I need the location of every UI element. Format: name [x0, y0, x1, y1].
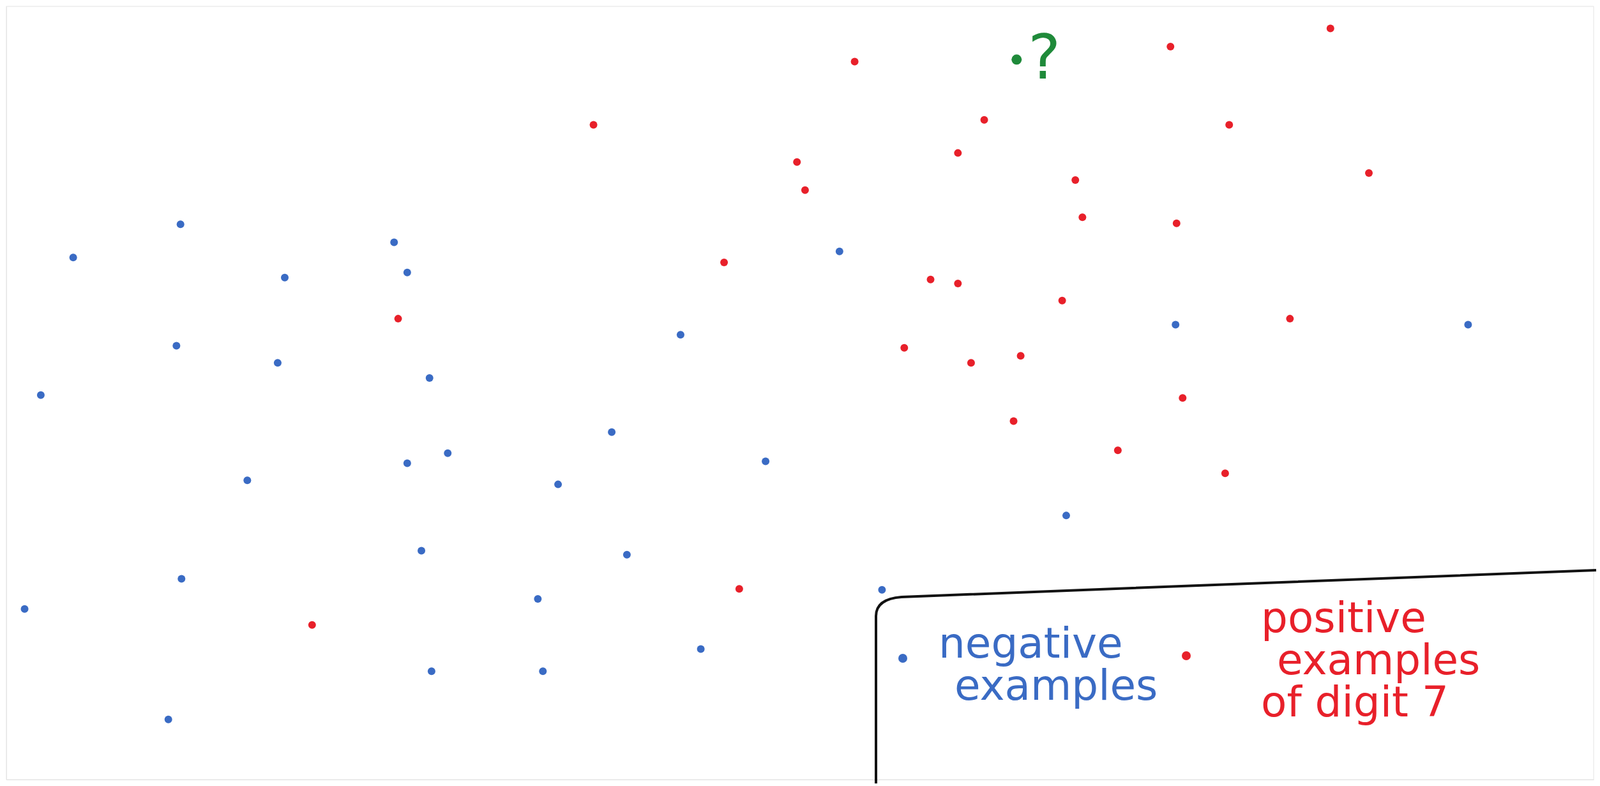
x-axis: [7, 779, 1595, 781]
point: [761, 457, 770, 465]
point: [953, 279, 962, 288]
points: [21, 24, 1473, 724]
point: [280, 273, 289, 282]
point: [900, 344, 908, 352]
legend-label: negativeexamples: [938, 618, 1158, 710]
point: [1010, 417, 1018, 426]
point: [1166, 42, 1175, 51]
point: [877, 586, 886, 594]
legend-label-line: examples: [954, 660, 1158, 710]
point: [37, 391, 45, 400]
point: [835, 247, 844, 256]
legend-marker: [898, 653, 908, 663]
point: [427, 667, 436, 675]
legend-label: positiveexamplesof digit 7: [1260, 593, 1480, 727]
point: [177, 574, 186, 583]
point: [243, 476, 251, 484]
point: [1172, 219, 1181, 228]
point: [1171, 321, 1180, 329]
axis-line: [6, 7, 8, 781]
axis-line: [7, 779, 1595, 781]
point: [1058, 296, 1067, 305]
point: [554, 480, 562, 489]
point: [676, 330, 685, 339]
legend-label-line: of digit 7: [1260, 677, 1449, 727]
point: [164, 715, 173, 724]
point: [967, 358, 975, 367]
point: [394, 314, 403, 323]
point: [1285, 314, 1294, 323]
point: [720, 258, 728, 267]
point: [697, 645, 705, 654]
point: [1225, 121, 1233, 129]
query-point: [1011, 54, 1022, 65]
point: [1178, 393, 1187, 402]
chart: ? negativeexamples positiveexamplesof digi…: [0, 0, 1600, 786]
point: [533, 595, 542, 603]
point: [273, 358, 282, 367]
point: [1071, 176, 1080, 184]
legend-marker: [1181, 651, 1191, 661]
point: [1017, 351, 1025, 360]
point: [607, 428, 616, 437]
point: [172, 342, 181, 350]
point: [425, 374, 434, 382]
point: [403, 268, 412, 277]
point: [1221, 469, 1230, 477]
y-axis: [6, 7, 8, 781]
point: [953, 149, 962, 158]
point: [1464, 321, 1472, 329]
legend-box: [875, 570, 1597, 784]
point: [801, 186, 809, 195]
annotation: ?: [1027, 21, 1061, 94]
point: [1062, 511, 1071, 520]
point: [21, 605, 29, 613]
point: [390, 238, 398, 247]
point: [1078, 213, 1087, 221]
point: [1326, 24, 1335, 33]
point: [735, 584, 744, 593]
point: [927, 275, 935, 284]
point: [176, 220, 185, 228]
point: [623, 550, 631, 559]
point: [403, 459, 412, 468]
point: [1365, 169, 1373, 177]
point: [589, 121, 598, 129]
point: [851, 58, 859, 66]
plot-frame: [6, 6, 1594, 780]
legend: negativeexamples positiveexamplesof digit…: [898, 593, 1480, 727]
point: [1114, 446, 1122, 454]
point: [980, 116, 989, 124]
point: [792, 158, 801, 167]
point: [417, 546, 426, 555]
point: [538, 667, 547, 675]
point: [308, 621, 317, 629]
point: [443, 449, 452, 458]
point: [69, 253, 78, 262]
